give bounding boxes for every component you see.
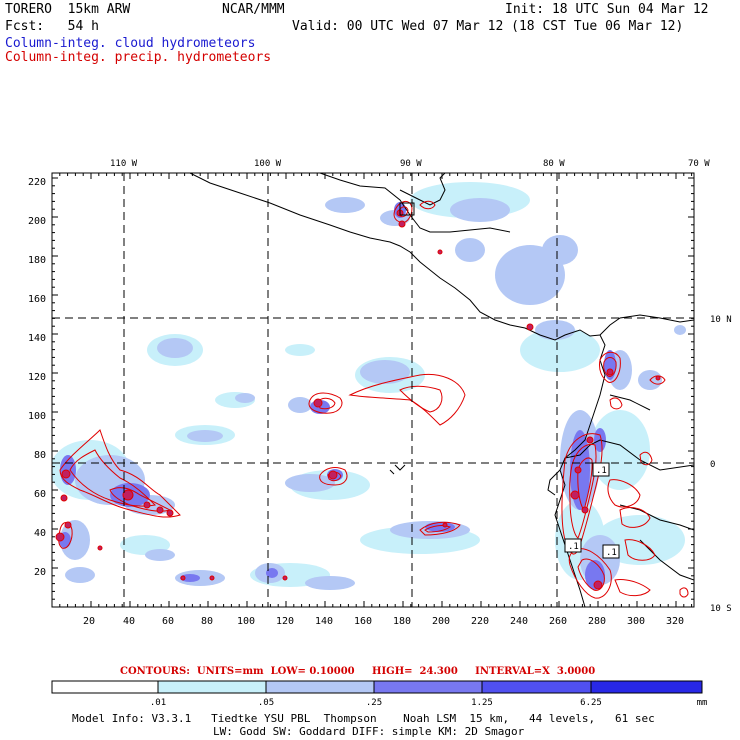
color-bar-tick: .25	[366, 698, 382, 708]
color-bar-unit: mm	[697, 698, 708, 708]
left-axis-labels: 220 200 180 160 140 120 100 80 60 40 20	[28, 177, 46, 578]
model-info-line1: Model Info: V3.3.1 Tiedtke YSU PBL Thomp…	[72, 712, 655, 725]
x-label: 140	[315, 616, 333, 627]
precip-field-title: Column-integ. precip. hydrometeors	[5, 50, 272, 65]
lon-label: 110 W	[110, 159, 138, 169]
lat-lon-grid	[52, 173, 694, 607]
precip-maxima	[55, 209, 661, 590]
x-label: 220	[471, 616, 489, 627]
y-label: 140	[28, 333, 46, 344]
contour-label: .1	[596, 466, 607, 476]
lon-label: 70 W	[688, 159, 710, 169]
contour-info: CONTOURS: UNITS=mm LOW= 0.10000 HIGH= 24…	[120, 666, 596, 677]
axis-ticks	[51, 173, 694, 608]
lon-label: 90 W	[400, 159, 422, 169]
bottom-axis-labels: 20 40 60 80 100 120 140 160 180 200 220 …	[83, 616, 684, 627]
x-label: 180	[393, 616, 411, 627]
latitude-labels: 10 N 0 10 S	[710, 315, 732, 614]
longitude-labels: 110 W 100 W 90 W 80 W 70 W	[110, 159, 710, 169]
y-label: 220	[28, 177, 46, 188]
x-label: 320	[666, 616, 684, 627]
lat-label: 10 S	[710, 604, 732, 614]
x-label: 100	[237, 616, 255, 627]
cloud-field-title: Column-integ. cloud hydrometeors	[5, 36, 256, 51]
y-label: 120	[28, 372, 46, 383]
contour-label: .1	[568, 542, 579, 552]
lat-label: 0	[710, 460, 715, 470]
cloud-shading-light	[52, 182, 685, 587]
color-bar-tick: 1.25	[471, 698, 493, 708]
y-label: 160	[28, 294, 46, 305]
color-bar-bin	[590, 680, 703, 694]
map-content: .1 .1 .1	[52, 173, 694, 607]
x-label: 20	[83, 616, 95, 627]
color-bar	[51, 680, 703, 694]
forecast-hour: Fcst: 54 h	[5, 19, 99, 34]
lon-label: 80 W	[543, 159, 565, 169]
color-bar-bin	[481, 680, 592, 694]
x-label: 60	[162, 616, 174, 627]
x-label: 280	[588, 616, 606, 627]
valid-time: Valid: 00 UTC Wed 07 Mar 12 (18 CST Tue …	[292, 19, 684, 34]
map-frame	[51, 172, 695, 608]
x-label: 240	[510, 616, 528, 627]
color-bar-tick: 6.25	[580, 698, 602, 708]
x-label: 260	[549, 616, 567, 627]
lon-label: 100 W	[254, 159, 282, 169]
init-time: Init: 18 UTC Sun 04 Mar 12	[505, 2, 709, 17]
organization: NCAR/MMM	[222, 2, 285, 17]
x-label: 80	[201, 616, 213, 627]
color-bar-tick: .01	[150, 698, 166, 708]
lat-label: 10 N	[710, 315, 732, 325]
y-label: 100	[28, 411, 46, 422]
color-bar-tick: .05	[258, 698, 274, 708]
color-bar-ticks: .01 .05 .25 1.25 6.25 mm	[150, 698, 708, 708]
y-label: 180	[28, 255, 46, 266]
x-label: 120	[276, 616, 294, 627]
color-bar-bin	[157, 680, 267, 694]
color-bar-bin	[373, 680, 483, 694]
contour-label: .1	[606, 548, 617, 558]
y-label: 20	[34, 567, 46, 578]
x-label: 40	[123, 616, 135, 627]
contour-labels: .1 .1 .1	[399, 202, 620, 559]
y-label: 200	[28, 216, 46, 227]
model-info-line2: LW: Godd SW: Goddard DIFF: simple KM: 2D…	[213, 725, 525, 738]
color-bar-bin	[265, 680, 375, 694]
model-name: TORERO 15km ARW	[5, 2, 131, 17]
x-label: 200	[432, 616, 450, 627]
x-label: 160	[354, 616, 372, 627]
y-label: 80	[34, 450, 46, 461]
y-label: 40	[34, 528, 46, 539]
x-label: 300	[627, 616, 645, 627]
y-label: 60	[34, 489, 46, 500]
